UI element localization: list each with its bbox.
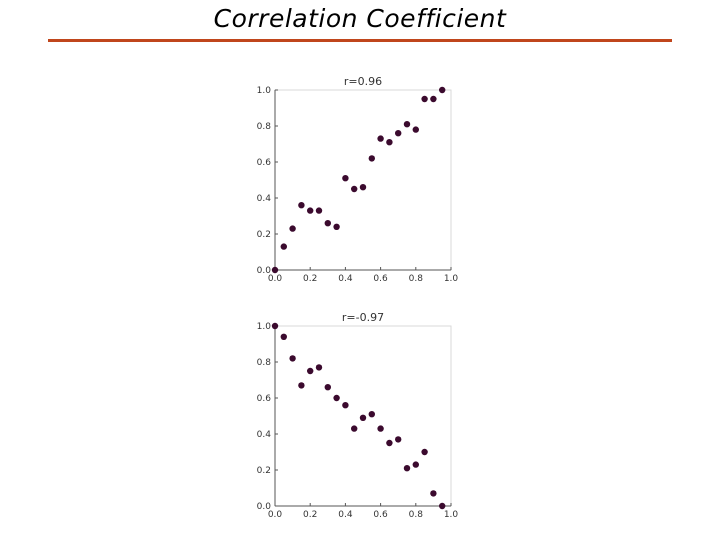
x-tick-label: 0.4 <box>338 274 353 284</box>
y-tick-label: 0.2 <box>257 230 271 240</box>
scatter-point <box>280 333 287 340</box>
scatter-point <box>377 425 384 432</box>
x-tick-label: 0.2 <box>303 274 317 284</box>
scatter-point <box>386 439 393 447</box>
scatter-point <box>324 220 331 227</box>
scatter-point <box>386 139 393 146</box>
scatter-point <box>351 425 358 432</box>
x-tick-label: 0.8 <box>409 274 424 284</box>
chart-title: r=0.96 <box>344 75 382 88</box>
x-tick-label: 1.0 <box>444 510 459 520</box>
y-tick-label: 0.0 <box>257 502 272 512</box>
scatter-point <box>271 322 279 330</box>
y-tick-label: 1.0 <box>257 322 272 332</box>
scatter-point <box>368 155 375 162</box>
y-tick-label: 0.2 <box>257 466 271 476</box>
scatter-point <box>359 184 367 191</box>
scatter-point <box>271 266 279 274</box>
y-tick-label: 0.4 <box>257 194 272 204</box>
scatter-point <box>298 202 305 209</box>
x-tick-label: 0.6 <box>373 274 388 284</box>
scatter-point <box>439 86 446 94</box>
scatter-point <box>368 411 375 418</box>
scatter-point <box>439 502 446 510</box>
scatter-point <box>359 414 367 421</box>
scatter-point <box>403 121 411 128</box>
scatter-point <box>298 382 305 389</box>
scatter-point <box>289 225 296 232</box>
scatter-point <box>421 448 428 456</box>
title-underline <box>48 39 672 42</box>
y-tick-label: 0.0 <box>257 266 272 276</box>
scatter-point <box>395 130 402 137</box>
scatter-point <box>280 243 287 250</box>
x-tick-label: 0.2 <box>303 510 317 520</box>
scatter-point <box>307 367 314 375</box>
scatter-point <box>403 465 411 472</box>
plot-frame <box>274 89 452 271</box>
scatter-point <box>342 175 349 182</box>
scatter-point <box>333 394 340 402</box>
scatter-point <box>342 402 349 409</box>
scatter-point <box>377 135 384 142</box>
x-tick-label: 0.4 <box>338 510 353 520</box>
scatter-chart-negative: r=-0.97 0.0 0.2 0.4 0.6 0.8 1.0 0.0 0.2 0.4 0.6 0.8… <box>257 311 459 520</box>
scatter-point <box>315 364 323 371</box>
scatter-point <box>324 384 331 391</box>
y-tick-label: 0.8 <box>257 358 272 368</box>
chart-title: r=-0.97 <box>342 311 384 324</box>
scatter-chart-positive: r=0.96 0.0 0.2 0.4 0.6 0.8 1.0 0.0 0.2 0.4 0.6 0.8 1… <box>257 75 459 284</box>
scatter-point <box>351 185 358 193</box>
scatter-point <box>315 207 323 214</box>
slide-title: Correlation Coefficient <box>213 4 507 33</box>
scatter-point <box>333 223 340 230</box>
x-tick-label: 0.0 <box>268 510 283 520</box>
scatter-point <box>412 461 419 468</box>
scatter-point <box>430 490 437 497</box>
scatter-point <box>412 126 419 133</box>
scatter-point <box>395 436 402 443</box>
x-tick-label: 1.0 <box>444 274 459 284</box>
y-tick-label: 0.8 <box>257 122 272 132</box>
scatter-point <box>430 95 437 103</box>
scatter-point <box>421 95 428 103</box>
y-tick-label: 0.6 <box>257 158 272 168</box>
y-tick-label: 0.6 <box>257 394 272 404</box>
y-tick-label: 0.4 <box>257 430 272 440</box>
scatter-point <box>289 355 296 362</box>
x-tick-label: 0.0 <box>268 274 283 284</box>
x-tick-label: 0.8 <box>409 510 424 520</box>
x-tick-label: 0.6 <box>373 510 388 520</box>
scatter-point <box>307 207 314 214</box>
y-tick-label: 1.0 <box>257 86 272 96</box>
